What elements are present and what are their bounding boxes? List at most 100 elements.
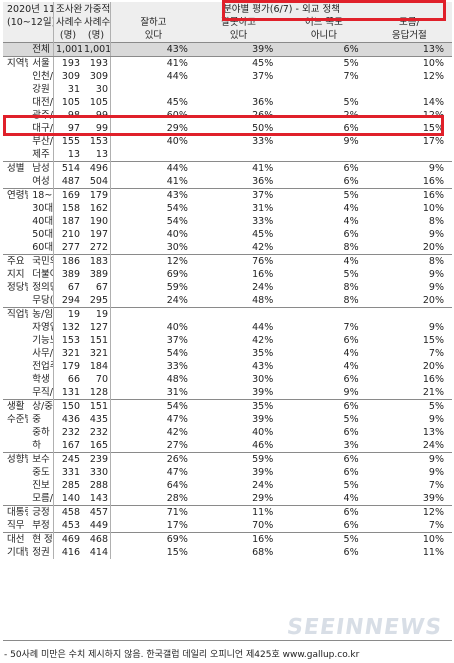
good-percent: 54% bbox=[109, 399, 196, 413]
bad-percent bbox=[195, 307, 282, 321]
group-label bbox=[3, 347, 28, 360]
dk-percent bbox=[366, 307, 452, 321]
weighted-count: 19 bbox=[82, 307, 111, 321]
neither-percent: 6% bbox=[343, 467, 359, 478]
table-row: 학생 66 70 48% 30% 6% 16% bbox=[3, 373, 452, 386]
subgroup-label: 정의당 bbox=[32, 282, 53, 293]
dk-percent: 9% bbox=[428, 414, 444, 425]
survey-count: 19 bbox=[53, 307, 82, 321]
survey-count: 487 bbox=[53, 175, 82, 189]
group-label bbox=[3, 96, 28, 109]
dk-percent: 12% bbox=[422, 71, 444, 82]
subgroup-label: 정권 교체 bbox=[32, 547, 53, 558]
neither-percent: 5% bbox=[343, 480, 359, 491]
bad-percent: 59% bbox=[195, 452, 282, 466]
table-row: 전체 1,001 1,001 43% 39% 6% 13% bbox=[3, 42, 452, 57]
dk-percent: 24% bbox=[422, 440, 444, 451]
good-percent: 44% bbox=[109, 161, 196, 175]
survey-count: 131 bbox=[53, 386, 82, 400]
bad-percent: 48% bbox=[252, 295, 274, 306]
bad-percent: 33% bbox=[252, 216, 274, 227]
group-label bbox=[3, 241, 28, 255]
bad-percent: 37% bbox=[252, 71, 274, 82]
subgroup-label: 여성 bbox=[32, 176, 50, 187]
subgroup-label: 서울 bbox=[28, 56, 54, 70]
subgroup-label: 보수 bbox=[28, 452, 54, 466]
group-label bbox=[3, 492, 28, 506]
subgroup-label: 18~29세 bbox=[28, 188, 54, 202]
good-percent: 33% bbox=[109, 360, 196, 373]
survey-count: 167 bbox=[53, 439, 82, 453]
good-percent: 31% bbox=[109, 386, 196, 400]
survey-count: 31 bbox=[53, 83, 82, 96]
neither-percent: 5% bbox=[343, 97, 359, 108]
weighted-count: 151 bbox=[82, 399, 111, 413]
group-label: 성별 bbox=[3, 161, 29, 175]
dk-percent: 16% bbox=[366, 188, 452, 202]
good-percent: 54% bbox=[109, 347, 196, 360]
good-percent bbox=[109, 83, 196, 96]
subgroup-label: 대전/세종/충청 bbox=[32, 97, 53, 108]
weighted-count: 449 bbox=[89, 520, 108, 531]
dk-percent: 9% bbox=[428, 282, 444, 293]
group-label bbox=[3, 439, 28, 453]
group-label: 주요 bbox=[3, 254, 29, 268]
subgroup-label: 긍정 평가자 bbox=[28, 505, 54, 519]
subgroup-label: 진보 bbox=[32, 480, 50, 491]
weighted-count: 67 bbox=[95, 282, 108, 293]
header-dk-line1: 모름/ bbox=[366, 16, 452, 29]
dk-percent: 9% bbox=[428, 269, 444, 280]
subgroup-label: 부산/울산/경남 bbox=[32, 136, 53, 147]
bad-percent: 30% bbox=[252, 374, 274, 385]
weighted-count: 330 bbox=[89, 467, 108, 478]
survey-count: 193 bbox=[53, 56, 82, 70]
good-percent: 29% bbox=[109, 122, 196, 135]
subgroup-label: 사무/관리 bbox=[32, 348, 53, 359]
survey-count: 210 bbox=[53, 228, 82, 241]
neither-percent: 4% bbox=[343, 361, 359, 372]
table-row: 40대 187 190 54% 33% 4% 8% bbox=[3, 215, 452, 228]
header-neither-line2: 아니다 bbox=[281, 29, 367, 43]
dk-percent: 21% bbox=[422, 387, 444, 398]
neither-percent: 3% bbox=[343, 440, 359, 451]
group-label: 지역별 bbox=[3, 56, 29, 70]
good-percent: 41% bbox=[109, 56, 196, 70]
dk-percent: 8% bbox=[366, 254, 452, 268]
survey-count: 285 bbox=[53, 479, 82, 492]
bad-percent: 39% bbox=[195, 42, 282, 57]
group-label: 수준별 bbox=[7, 414, 28, 425]
group-label bbox=[3, 135, 28, 148]
survey-count: 294 bbox=[53, 294, 82, 308]
neither-percent bbox=[281, 148, 366, 162]
dk-percent: 13% bbox=[366, 42, 452, 57]
bad-percent: 26% bbox=[252, 110, 274, 121]
dk-percent: 11% bbox=[422, 547, 444, 558]
subgroup-label: 부정 평가자 bbox=[32, 520, 53, 531]
dk-percent: 10% bbox=[422, 203, 444, 214]
subgroup-label: 모름/응답거절 bbox=[32, 493, 53, 504]
group-label bbox=[3, 42, 29, 57]
table-row: 대선현 정권 유지46946869%16%5%10% bbox=[3, 532, 452, 546]
bad-percent: 36% bbox=[252, 176, 274, 187]
subgroup-label: 기능노무/서비스 bbox=[32, 335, 53, 346]
table-row: 진보 285 288 64% 24% 5% 7% bbox=[3, 479, 452, 492]
bad-percent: 42% bbox=[252, 335, 274, 346]
good-percent: 69% bbox=[109, 532, 196, 546]
weighted-count: 183 bbox=[82, 254, 111, 268]
header-weighted-line2: 사례수 bbox=[82, 16, 111, 29]
survey-count: 309 bbox=[53, 70, 82, 83]
good-percent: 43% bbox=[109, 42, 196, 57]
bad-percent: 33% bbox=[252, 136, 274, 147]
neither-percent: 9% bbox=[343, 136, 359, 147]
bad-percent: 16% bbox=[252, 269, 274, 280]
group-label bbox=[3, 70, 28, 83]
subgroup-label: 제주 bbox=[32, 149, 50, 160]
weighted-count: 321 bbox=[89, 348, 108, 359]
table-row: 여성 487 504 41% 36% 6% 16% bbox=[3, 175, 452, 189]
table-body: 전체1,0011,00143%39%6%13%지역별서울19319341%45%… bbox=[3, 42, 452, 559]
group-label bbox=[3, 83, 28, 96]
dk-percent: 16% bbox=[422, 176, 444, 187]
neither-percent: 6% bbox=[281, 161, 367, 175]
